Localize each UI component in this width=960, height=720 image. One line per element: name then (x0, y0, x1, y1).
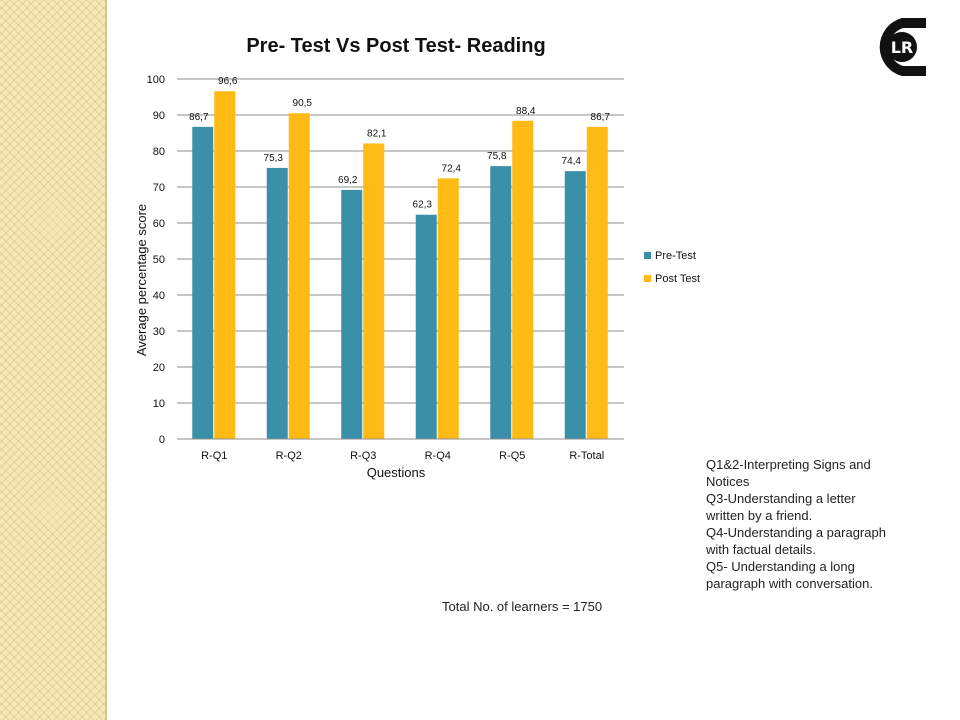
x-tick-label: R-Total (569, 450, 604, 462)
bars (192, 91, 608, 440)
bar (266, 167, 288, 440)
question-note: Q3-Understanding a letter written by a f… (706, 491, 856, 523)
question-notes: Q1&2-Interpreting Signs and Notices Q3-U… (706, 456, 896, 592)
data-label: 86,7 (189, 112, 209, 123)
data-labels: 86,7 96,6 75,3 90,5 69,2 82,1 62,3 72,4 75,8 88,4… (189, 76, 610, 210)
y-tick-label: 80 (153, 146, 165, 158)
bar (564, 171, 586, 439)
y-tick-label: 100 (147, 74, 165, 86)
bar (512, 120, 534, 439)
bar (490, 166, 512, 439)
y-tick-label: 30 (153, 326, 165, 338)
y-tick-label: 10 (153, 398, 165, 410)
y-tick-label: 50 (153, 254, 165, 266)
x-axis-ticks: R-Q1 R-Q2 R-Q3 R-Q4 R-Q5 R-Total (201, 450, 604, 462)
legend-entry: Pre-Test (655, 250, 696, 262)
x-tick-label: R-Q1 (201, 450, 227, 462)
logo: LR (879, 18, 926, 76)
data-label: 82,1 (367, 128, 387, 139)
y-axis-label: Average percentage score (134, 204, 149, 356)
bar (415, 214, 437, 439)
chart-title: Pre- Test Vs Post Test- Reading (246, 35, 545, 57)
y-tick-label: 0 (159, 434, 165, 446)
bar (437, 178, 459, 440)
data-label: 88,4 (516, 106, 536, 117)
data-label: 75,8 (487, 151, 507, 162)
legend: Pre-Test Post Test (644, 250, 700, 285)
data-label: 86,7 (591, 112, 611, 123)
logo-c-shape (879, 18, 926, 76)
legend-swatch (644, 275, 651, 282)
gridlines (177, 78, 624, 404)
bar (214, 91, 236, 440)
y-tick-label: 20 (153, 362, 165, 374)
logo-inner-circle (887, 32, 917, 62)
legend-entry: Post Test (655, 273, 700, 285)
y-tick-label: 90 (153, 110, 165, 122)
total-learners-note: Total No. of learners = 1750 (442, 599, 603, 614)
logo-text: LR (891, 38, 914, 57)
data-label: 75,3 (264, 153, 284, 164)
y-tick-label: 70 (153, 182, 165, 194)
data-label: 72,4 (442, 163, 462, 174)
data-label: 69,2 (338, 175, 358, 186)
y-tick-label: 60 (153, 218, 165, 230)
x-tick-label: R-Q5 (499, 450, 525, 462)
data-label: 74,4 (562, 156, 582, 167)
decorative-side-strip (0, 0, 105, 720)
data-label: 62,3 (413, 200, 433, 211)
legend-swatch (644, 252, 651, 259)
x-tick-label: R-Q2 (276, 450, 302, 462)
x-tick-label: R-Q4 (425, 450, 451, 462)
x-axis-label: Questions (367, 465, 426, 480)
data-label: 90,5 (293, 98, 313, 109)
x-tick-label: R-Q3 (350, 450, 376, 462)
bar (192, 126, 214, 439)
question-note: Q5- Understanding a long paragraph with … (706, 559, 873, 591)
bar (586, 126, 608, 439)
bar (363, 143, 385, 439)
question-note: Q1&2-Interpreting Signs and Notices (706, 457, 871, 489)
data-label: 96,6 (218, 76, 238, 87)
y-axis-ticks: 0 10 20 30 40 50 60 70 80 90 100 (147, 74, 165, 446)
bar (288, 113, 310, 439)
bar (341, 189, 363, 439)
question-note: Q4-Understanding a paragraph with factua… (706, 525, 886, 557)
side-strip-border (105, 0, 107, 720)
y-tick-label: 40 (153, 290, 165, 302)
